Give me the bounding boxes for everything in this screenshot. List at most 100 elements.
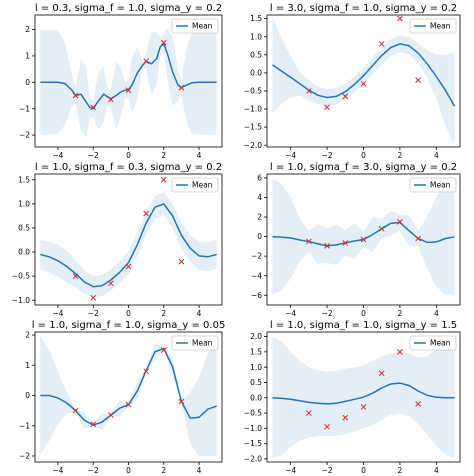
observation-point bbox=[125, 263, 132, 270]
subplot-3: −4 −2 0 2 4 −1.0 −0.5 0.0 0.5 1.0 1.5 l = 1.0, sigm… bbox=[12, 162, 223, 318]
x-tick-label: 0 bbox=[126, 309, 131, 318]
x-tick-label: 4 bbox=[434, 151, 439, 160]
subplot-title: l = 1.0, sigma_f = 1.0, sigma_y = 1.5 bbox=[270, 320, 457, 331]
subplot-title: l = 0.3, sigma_f = 1.0, sigma_y = 0.2 bbox=[35, 3, 222, 14]
observation-point bbox=[143, 210, 149, 217]
x-tick-label: 4 bbox=[197, 151, 202, 160]
plot-content bbox=[40, 28, 217, 138]
legend: Mean bbox=[171, 335, 219, 351]
observation-point bbox=[90, 421, 97, 428]
observation-point bbox=[378, 225, 385, 232]
observation-point bbox=[324, 243, 330, 249]
x-tick-label: 4 bbox=[197, 466, 202, 475]
y-tick-label: −2 bbox=[251, 252, 262, 261]
mean-line bbox=[272, 382, 455, 405]
observation-point bbox=[72, 273, 79, 279]
y-tick-label: −1.5 bbox=[244, 123, 262, 132]
x-tick-label: −4 bbox=[285, 151, 296, 160]
observation-point bbox=[108, 96, 114, 103]
uncertainty-band bbox=[40, 192, 217, 298]
legend-box bbox=[171, 335, 219, 351]
y-tick-label: −0.5 bbox=[244, 87, 262, 96]
observation-point bbox=[108, 412, 114, 418]
y-tick-label: 0.0 bbox=[250, 393, 262, 402]
observation-point bbox=[360, 236, 367, 243]
x-tick-label: 2 bbox=[161, 151, 166, 160]
x-tick-label: −2 bbox=[322, 151, 333, 160]
plot-content bbox=[272, 337, 455, 459]
observation-point bbox=[178, 84, 185, 91]
plot-content bbox=[272, 178, 455, 295]
observation-point bbox=[342, 93, 349, 100]
y-tick-label: 1.0 bbox=[250, 363, 262, 372]
x-tick-label: 2 bbox=[161, 466, 166, 475]
x-tick-label: −4 bbox=[285, 466, 296, 475]
observation-point bbox=[72, 92, 79, 99]
plot-content bbox=[272, 15, 456, 146]
observation-point bbox=[108, 280, 114, 287]
y-tick-label: −2 bbox=[19, 131, 30, 140]
observation-point bbox=[178, 258, 185, 265]
observation-point bbox=[324, 104, 330, 111]
x-tick-label: 4 bbox=[197, 309, 202, 318]
observation-point bbox=[90, 294, 97, 301]
subplot-title: l = 1.0, sigma_f = 1.0, sigma_y = 0.05 bbox=[32, 320, 226, 331]
x-tick-label: −4 bbox=[285, 309, 296, 318]
observation-point bbox=[143, 58, 149, 65]
y-tick-label: −2.0 bbox=[244, 455, 262, 464]
y-tick-label: 6 bbox=[257, 174, 262, 183]
observation-point bbox=[342, 414, 349, 421]
plot-content bbox=[40, 176, 217, 301]
y-tick-label: 2.0 bbox=[250, 332, 262, 341]
y-tick-label: −1.0 bbox=[12, 296, 30, 305]
y-tick-label: −2 bbox=[19, 452, 30, 461]
uncertainty-band bbox=[40, 28, 217, 138]
observation-point bbox=[397, 349, 403, 355]
y-tick-label: 1.5 bbox=[250, 347, 262, 356]
observation-point bbox=[360, 404, 367, 410]
x-tick-label: −4 bbox=[52, 309, 63, 318]
x-tick-label: 4 bbox=[434, 466, 439, 475]
y-tick-label: 0.0 bbox=[18, 248, 30, 257]
y-tick-label: 1.5 bbox=[18, 175, 30, 184]
x-tick-label: 2 bbox=[161, 309, 166, 318]
legend: Mean bbox=[171, 18, 219, 34]
legend-box bbox=[171, 18, 219, 34]
observation-point bbox=[306, 88, 312, 94]
subplot-4: −4 −2 0 2 4 −6 −4 −2 0 2 4 6 l = 1.0, sigma_f = 3.0,… bbox=[251, 162, 461, 318]
mean-line bbox=[272, 43, 456, 107]
subplot-title: l = 1.0, sigma_f = 0.3, sigma_y = 0.2 bbox=[35, 162, 222, 173]
observation-point bbox=[306, 238, 312, 245]
y-tick-label: 2 bbox=[25, 25, 30, 34]
y-tick-label: −4 bbox=[251, 271, 262, 280]
legend-box bbox=[409, 18, 457, 34]
y-tick-label: 0.5 bbox=[18, 224, 30, 233]
y-tick-label: −0.5 bbox=[12, 272, 30, 281]
observation-point bbox=[415, 77, 421, 83]
observation-point bbox=[160, 176, 167, 183]
y-tick-label: −1 bbox=[19, 104, 30, 113]
legend: Mean bbox=[409, 335, 457, 351]
observation-point bbox=[160, 347, 167, 353]
subplot-1: −4 −2 0 2 4 −2 −1 0 1 2 l = 0.3, sigma_f = 1.0, si… bbox=[19, 3, 223, 160]
legend: Mean bbox=[409, 18, 457, 34]
uncertainty-band bbox=[272, 178, 455, 295]
observation-point bbox=[160, 39, 167, 46]
observation-point bbox=[415, 235, 421, 242]
y-tick-label: 0 bbox=[25, 391, 30, 400]
legend-label: Mean bbox=[192, 181, 213, 190]
x-tick-label: −2 bbox=[88, 151, 99, 160]
x-tick-label: 0 bbox=[361, 309, 366, 318]
subplot-title: l = 3.0, sigma_f = 1.0, sigma_y = 0.2 bbox=[270, 3, 457, 14]
y-tick-label: 0.0 bbox=[250, 68, 262, 77]
y-tick-label: −1.5 bbox=[244, 439, 262, 448]
mean-line bbox=[40, 202, 217, 288]
legend-label: Mean bbox=[192, 339, 213, 348]
observation-point bbox=[306, 410, 312, 416]
x-tick-label: 2 bbox=[398, 309, 403, 318]
x-tick-label: 2 bbox=[398, 466, 403, 475]
y-tick-label: 2 bbox=[25, 331, 30, 340]
observation-point bbox=[397, 15, 403, 22]
